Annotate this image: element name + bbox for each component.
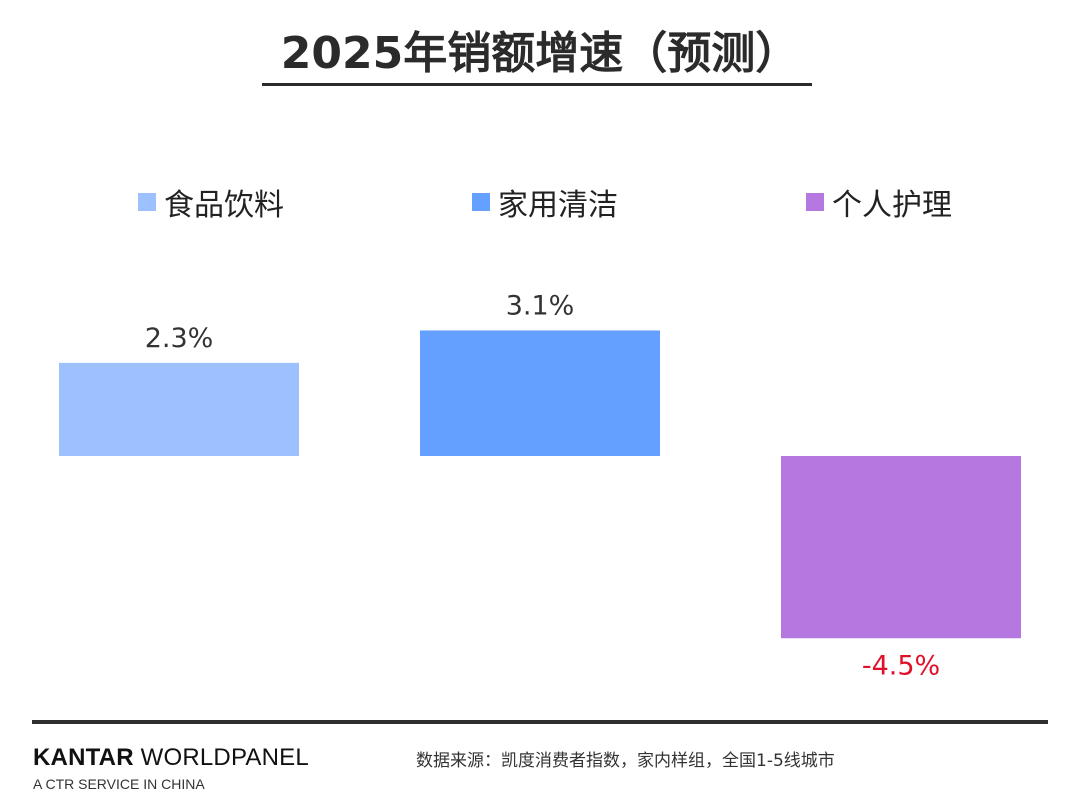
legend-label-cleaning: 家用清洁 xyxy=(498,188,618,223)
legend-label-food: 食品饮料 xyxy=(164,188,284,223)
chart-title: 2025年销额增速（预测） xyxy=(280,28,800,79)
data-label-personal: -4.5% xyxy=(862,650,940,681)
legend-swatch-personal xyxy=(806,193,824,211)
chart-legend: 食品饮料 家用清洁 个人护理 xyxy=(0,180,1080,224)
bar-food xyxy=(59,362,299,456)
legend-item-food: 食品饮料 xyxy=(138,180,284,224)
legend-swatch-cleaning xyxy=(472,193,490,211)
legend-label-personal: 个人护理 xyxy=(832,188,952,223)
data-label-food: 2.3% xyxy=(145,323,214,354)
legend-item-personal: 个人护理 xyxy=(806,180,952,224)
footer-divider xyxy=(32,720,1048,724)
data-label-cleaning: 3.1% xyxy=(506,290,575,321)
title-underline xyxy=(262,83,812,86)
brand-tagline: A CTR SERVICE IN CHINA xyxy=(33,776,205,792)
bar-chart: 2.3% 3.1% -4.5% xyxy=(59,290,1021,681)
bar-cleaning xyxy=(420,330,660,456)
data-source-note: 数据来源：凯度消费者指数，家内样组，全国1-5线城市 xyxy=(416,751,835,771)
bar-personal xyxy=(781,456,1021,639)
legend-swatch-food xyxy=(138,193,156,211)
brand-logo: KANTAR WORLDPANEL xyxy=(33,744,309,771)
legend-item-cleaning: 家用清洁 xyxy=(472,180,618,224)
